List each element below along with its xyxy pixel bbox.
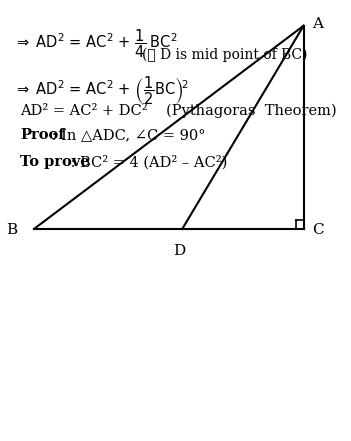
Text: Proof: Proof bbox=[20, 128, 65, 142]
Text: To prove: To prove bbox=[20, 155, 90, 169]
Text: B: B bbox=[6, 224, 17, 237]
Text: C: C bbox=[312, 224, 324, 237]
Text: (∵ D is mid point of BC): (∵ D is mid point of BC) bbox=[142, 48, 307, 62]
Text: : BC² = 4 (AD² – AC²): : BC² = 4 (AD² – AC²) bbox=[66, 155, 227, 169]
Text: $\Rightarrow\;$AD$^2$ = AC$^2$ + $\dfrac{1}{4}\;$BC$^2$: $\Rightarrow\;$AD$^2$ = AC$^2$ + $\dfrac… bbox=[14, 28, 177, 60]
Text: A: A bbox=[312, 17, 323, 31]
Text: AD² = AC² + DC²    (Pythagoras  Theorem): AD² = AC² + DC² (Pythagoras Theorem) bbox=[20, 103, 337, 118]
Text: D: D bbox=[173, 244, 185, 258]
Text: : In △ADC, ∠C = 90°: : In △ADC, ∠C = 90° bbox=[47, 128, 206, 142]
Text: $\Rightarrow\;$AD$^2$ = AC$^2$ + $\left(\dfrac{1}{2}\mathrm{BC}\right)^{\!2}$: $\Rightarrow\;$AD$^2$ = AC$^2$ + $\left(… bbox=[14, 75, 189, 107]
